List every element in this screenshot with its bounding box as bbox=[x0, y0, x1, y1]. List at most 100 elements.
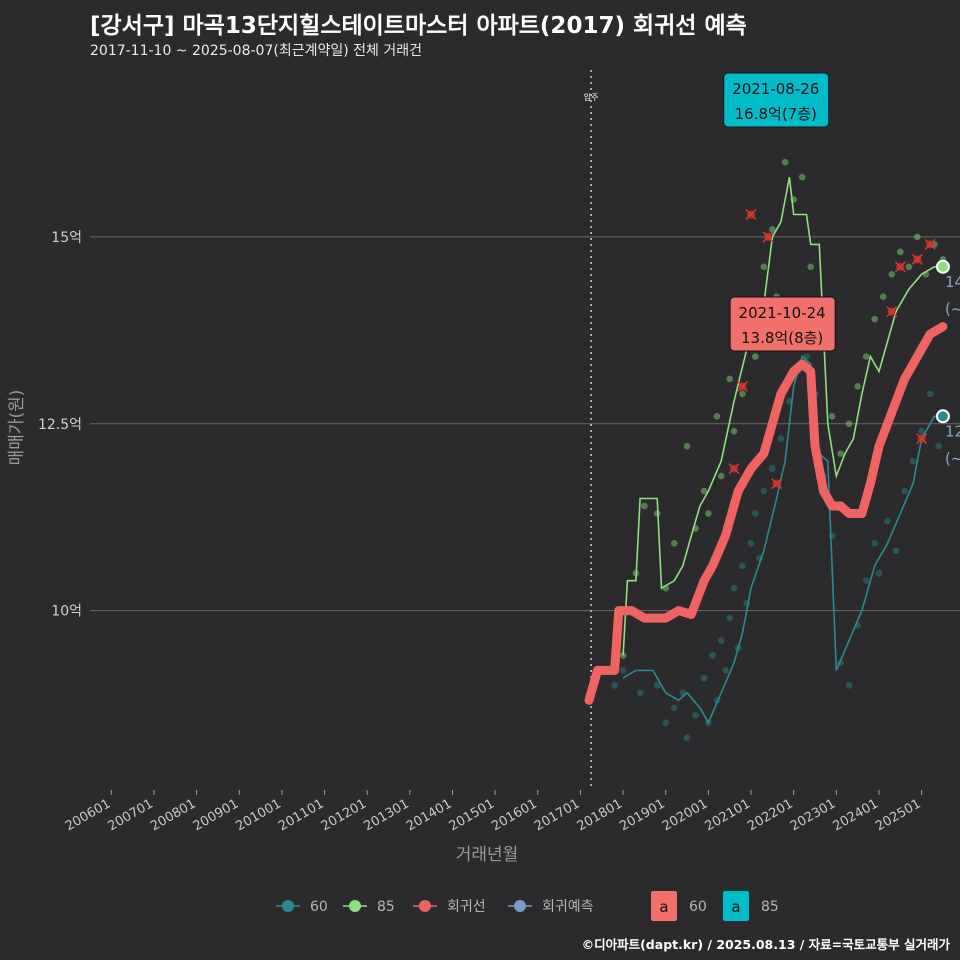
scatter-point-60 bbox=[636, 689, 644, 697]
scatter-point-85 bbox=[896, 248, 904, 256]
callout-date: 2021-10-24 bbox=[739, 304, 826, 322]
x-tick-label: 201301 bbox=[361, 796, 411, 834]
scatter-point-60 bbox=[683, 734, 691, 741]
end-area-label: (~60㎡) bbox=[945, 449, 960, 467]
chart-title: [강서구] 마곡13단지힐스테이트마스터 아파트(2017) 회귀선 예측 bbox=[90, 13, 747, 39]
x-tick-label: 201601 bbox=[489, 796, 539, 834]
scatter-point-85 bbox=[760, 263, 768, 271]
outlier-cross bbox=[736, 380, 749, 392]
x-tick-label: 201801 bbox=[575, 796, 625, 834]
scatter-point-85 bbox=[871, 315, 879, 323]
legend-label-swatch-text: a bbox=[731, 898, 740, 916]
scatter-point-85 bbox=[914, 233, 921, 241]
end-point-marker bbox=[935, 409, 950, 424]
scatter-point-60 bbox=[875, 569, 883, 577]
source-caption: ©디아파트(dapt.kr) / 2025.08.13 / 자료=국토교통부 실… bbox=[581, 937, 950, 952]
scatter-point-60 bbox=[730, 584, 738, 592]
x-tick-label: 202001 bbox=[660, 796, 710, 834]
outlier-cross bbox=[911, 253, 923, 265]
regression-line bbox=[584, 322, 948, 705]
scatter-point-85 bbox=[705, 510, 712, 517]
scatter-point-60 bbox=[692, 711, 699, 719]
legend-key-dot bbox=[514, 900, 526, 912]
scatter-point-60 bbox=[828, 532, 836, 540]
y-tick-label: 10억 bbox=[51, 604, 82, 620]
x-tick-label: 202501 bbox=[873, 796, 923, 834]
scatter-point-60 bbox=[747, 540, 755, 547]
legend-item-label: 60 bbox=[310, 899, 328, 915]
outlier-cross bbox=[745, 208, 757, 221]
scatter-point-60 bbox=[777, 435, 785, 443]
outlier-cross bbox=[886, 306, 898, 318]
x-tick-label: 202301 bbox=[788, 796, 838, 834]
legend-item-label: 회귀선 bbox=[447, 899, 486, 915]
scatter-point-85 bbox=[769, 226, 776, 233]
outlier-cross bbox=[916, 433, 928, 445]
scatter-point-85 bbox=[670, 540, 678, 547]
scatter-point-60 bbox=[653, 682, 661, 689]
end-value-label: 125,725 bbox=[945, 422, 960, 440]
scatter-point-60 bbox=[662, 719, 670, 727]
callout-box bbox=[729, 296, 836, 352]
scatter-point-60 bbox=[845, 682, 853, 689]
x-tick-label: 201701 bbox=[532, 796, 582, 834]
legend-key-dot bbox=[419, 900, 431, 912]
callout-date: 2021-08-26 bbox=[732, 80, 819, 98]
scatter-point-85 bbox=[879, 293, 887, 301]
x-tick-label: 201001 bbox=[233, 796, 283, 834]
scatter-point-60 bbox=[739, 562, 746, 570]
legend-label-swatch bbox=[723, 891, 749, 921]
scatter-point-60 bbox=[892, 547, 900, 555]
x-tick-label: 200701 bbox=[105, 796, 155, 834]
legend-item-label: 회귀예측 bbox=[542, 899, 594, 915]
scatter-point-85 bbox=[683, 442, 691, 450]
callout-price: 16.8억(7층) bbox=[735, 105, 817, 123]
scatter-point-85 bbox=[854, 383, 861, 390]
scatter-point-60 bbox=[760, 487, 768, 495]
move-in-label: 입주 bbox=[584, 93, 599, 102]
y-tick-label: 15억 bbox=[51, 230, 82, 246]
scatter-point-85 bbox=[888, 270, 896, 278]
x-tick-label: 201101 bbox=[276, 796, 326, 834]
scatter-point-85 bbox=[807, 263, 815, 271]
scatter-point-60 bbox=[722, 667, 729, 674]
x-tick-label: 202101 bbox=[703, 796, 753, 834]
scatter-point-60 bbox=[619, 667, 627, 674]
scatter-point-85 bbox=[700, 487, 708, 495]
scatter-point-85 bbox=[862, 353, 870, 360]
y-axis-title: 매매가(원) bbox=[7, 390, 27, 466]
end-area-label: (~85㎡) bbox=[945, 300, 960, 318]
scatter-point-85 bbox=[905, 263, 913, 271]
scatter-point-85 bbox=[739, 390, 746, 398]
outlier-cross bbox=[924, 238, 936, 250]
x-tick-label: 202201 bbox=[745, 796, 795, 834]
scatter-point-60 bbox=[709, 652, 716, 659]
scatter-point-60 bbox=[862, 577, 870, 585]
scatter-point-85 bbox=[717, 472, 725, 480]
chart-subtitle: 2017-11-10 ~ 2025-08-07(최근계약일) 전체 거래건 bbox=[90, 43, 422, 59]
x-axis-title: 거래년월 bbox=[456, 845, 519, 865]
scatter-point-60 bbox=[670, 704, 678, 712]
callout-box bbox=[723, 72, 830, 128]
x-tick-label: 200601 bbox=[63, 796, 113, 834]
scatter-point-60 bbox=[935, 442, 942, 450]
outlier-cross bbox=[762, 231, 774, 243]
scatter-point-85 bbox=[781, 158, 789, 166]
y-tick-label: 12.5억 bbox=[38, 417, 82, 433]
scatter-point-85 bbox=[726, 375, 734, 383]
scatter-point-60 bbox=[751, 510, 759, 517]
legend-key-dot bbox=[282, 900, 294, 912]
x-tick-label: 201201 bbox=[319, 796, 369, 834]
legend-label-swatch-text: a bbox=[659, 898, 668, 916]
scatter-point-85 bbox=[730, 427, 738, 435]
legend-label-swatch bbox=[651, 891, 677, 921]
scatter-point-60 bbox=[884, 517, 891, 525]
scatter-point-60 bbox=[700, 674, 708, 682]
end-value-label: 146,213 bbox=[945, 273, 960, 291]
x-tick-label: 200901 bbox=[191, 796, 241, 834]
scatter-point-60 bbox=[926, 390, 934, 398]
x-tick-label: 201401 bbox=[404, 796, 454, 834]
trend-line-85 bbox=[622, 176, 943, 656]
legend-key-dot bbox=[349, 900, 361, 912]
